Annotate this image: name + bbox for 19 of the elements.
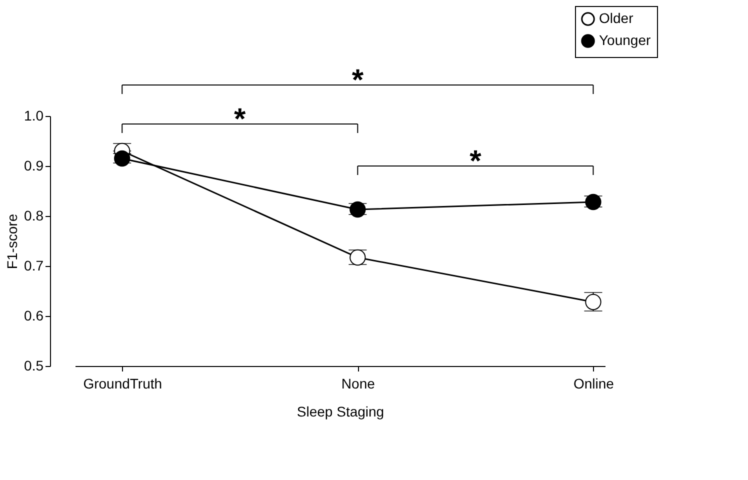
y-tick-label: 0.7 xyxy=(24,258,44,274)
legend-label: Younger xyxy=(599,32,651,48)
x-tick-label: GroundTruth xyxy=(83,376,162,392)
y-tick-label: 1.0 xyxy=(24,108,44,124)
point xyxy=(114,150,130,167)
y-tick-label: 0.9 xyxy=(24,158,44,174)
x-tick-label: None xyxy=(341,376,376,392)
y-tick-label: 0.5 xyxy=(24,358,44,374)
point xyxy=(585,194,602,210)
y-axis-title: F1-score xyxy=(4,214,20,270)
annotation: * xyxy=(234,103,246,136)
legend-label: Older xyxy=(599,10,634,26)
text: * xyxy=(352,64,364,97)
x-tick-label: Online xyxy=(573,376,614,392)
point xyxy=(350,201,366,218)
y-tick-label: 0.6 xyxy=(24,308,44,324)
annotation: * xyxy=(470,145,482,178)
y-tick-label: 0.8 xyxy=(24,208,44,224)
x-axis-title: Sleep Staging xyxy=(296,404,384,420)
